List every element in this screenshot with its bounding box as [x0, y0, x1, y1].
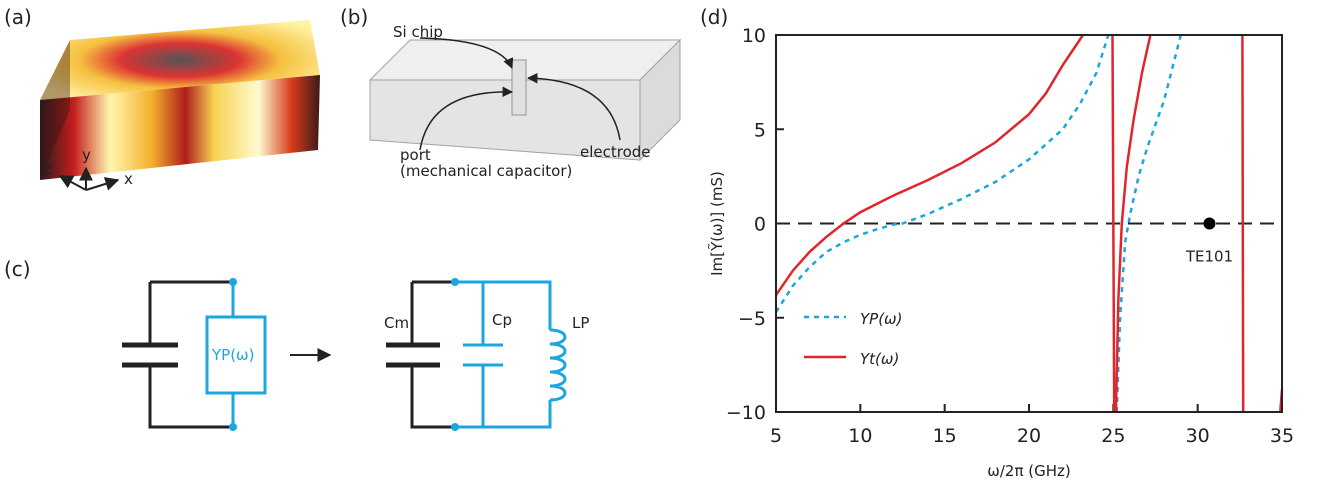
x-tick-label: 35 [1270, 425, 1294, 447]
legend-label: Yt(ω) [860, 350, 899, 368]
legend-label: YP(ω) [860, 310, 902, 328]
y-tick-label: 0 [754, 214, 766, 236]
box-render [370, 40, 680, 160]
callout: (mechanical capacitor) [400, 162, 572, 180]
circuit [122, 282, 565, 427]
x-tick-label: 25 [1101, 425, 1125, 447]
callout: Si chip [393, 23, 443, 41]
circuit-label: YP(ω) [211, 346, 254, 364]
axis-z: z [44, 160, 52, 178]
callout: electrode [580, 143, 651, 161]
panel-label: (a) [4, 5, 32, 29]
x-tick-label: 10 [848, 425, 872, 447]
circuit-label: Cm [384, 314, 409, 332]
y-tick-label: −5 [738, 308, 766, 330]
circuit-label: Cp [492, 311, 512, 329]
annotation-label: TE101 [1185, 248, 1233, 266]
circuit-label: LP [572, 314, 589, 332]
x-tick-label: 5 [770, 425, 782, 447]
chart: 5 10 15 20 25 30 35 −10 −5 0 5 10 ω/2π (GHz) Im[Ỹ(ω)]… [707, 25, 1294, 480]
y-axis-label: Im[Ỹ(ω)] (mS) [707, 171, 726, 276]
y-tick-label: 10 [742, 25, 766, 47]
x-tick-label: 20 [1017, 425, 1041, 447]
axis-y: y [82, 146, 91, 164]
y-tick-label: −10 [726, 402, 766, 424]
annotation-point [1203, 218, 1215, 230]
figure: (a) y z x (b) Si chip port (mechanical c… [0, 0, 1319, 487]
x-tick-label: 30 [1186, 425, 1210, 447]
x-tick-label: 15 [933, 425, 957, 447]
x-axis-label: ω/2π (GHz) [987, 462, 1070, 480]
y-tick-label: 5 [754, 119, 766, 141]
panel-label: (c) [4, 257, 31, 281]
panel-label: (b) [340, 5, 368, 29]
axis-x: x [124, 170, 133, 188]
panel-label: (d) [700, 5, 728, 29]
